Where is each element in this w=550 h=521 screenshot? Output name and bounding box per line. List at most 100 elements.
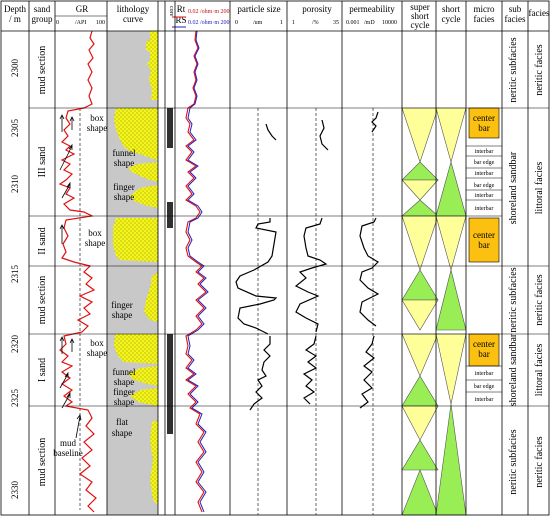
flat-shape-line1: flat	[116, 417, 128, 427]
gr-scale-max: 100	[96, 20, 105, 26]
center-bar-3-line2: bar	[478, 349, 490, 359]
micro-facies-boxes	[468, 107, 500, 367]
finger-shape-3-line1: finger	[113, 387, 135, 397]
short-cycle-header-1: short	[442, 4, 460, 14]
center-bar-1-line2: bar	[478, 123, 490, 133]
center-bar-3-line1: center	[473, 339, 495, 349]
super-tri-6	[401, 269, 439, 301]
perm-scale-unit: /mD	[364, 20, 375, 26]
micro-facies-header-2: facies	[474, 14, 495, 24]
arrow-up-2	[69, 116, 75, 130]
lithology-sand-iii-funnel	[128, 162, 158, 182]
sand-group-mud-1: mud section	[37, 46, 48, 95]
super-short-cycle-header-2: short	[411, 11, 429, 21]
shape-labels: box shape funnel shape finger shape box …	[53, 113, 136, 458]
facies-header: facies	[529, 8, 550, 18]
bar-edge-3: bar edge	[474, 384, 495, 390]
short-cycle-header-2: cycle	[442, 14, 461, 24]
perm-scale-max: 10000	[382, 20, 397, 26]
particle-size-curve	[235, 123, 278, 411]
center-bar-box-1	[468, 107, 500, 139]
sub-facies-header-2: facies	[505, 14, 526, 24]
sub-facies-header-1: sub	[509, 4, 522, 14]
header-scales: 0 /API 100 0.02 /ohm·m 200 0.02 /ohm·m 2…	[56, 9, 397, 26]
box-shape-1-line1: box	[90, 113, 104, 123]
lithology-sand-i-finger	[130, 388, 158, 406]
interbar-1: interbar	[475, 149, 494, 155]
lithology-sand-ii	[113, 218, 158, 262]
core-bar-1	[167, 108, 173, 148]
lithology-sand-iii	[114, 108, 158, 160]
arrow-up-3	[59, 224, 65, 244]
box-shape-2-line2: shape	[85, 238, 106, 248]
sub-facies-neritic-3: neritic subfacies	[508, 429, 519, 494]
bar-edge-2: bar edge	[474, 183, 495, 189]
sand-group-i: I sand	[37, 358, 48, 382]
rt-scale: 0.02 /ohm·m 200	[188, 9, 230, 15]
short-tri-4	[435, 269, 467, 331]
super-tri-10	[401, 405, 439, 441]
core-header: core	[168, 6, 174, 17]
interbar-4: interbar	[475, 206, 494, 212]
arrow-diag-1	[59, 143, 73, 171]
mud-baseline-line2: baseline	[53, 448, 83, 458]
micro-facies-labels: center bar interbar bar edge interbar ba…	[473, 113, 495, 403]
box-shape-1-line2: shape	[87, 123, 108, 133]
interbar-2: interbar	[475, 171, 494, 177]
facies-neritic-2: neritic facies	[534, 274, 545, 325]
facies-littoral-2: littoral facies	[534, 344, 545, 397]
facies-labels: neritic facies littoral facies neritic f…	[534, 44, 545, 487]
finger-shape-2-line1: finger	[111, 300, 133, 310]
center-bar-box-2	[468, 217, 500, 263]
gr-curve	[58, 30, 97, 513]
gr-scale-min: 0	[56, 20, 59, 26]
rs-scale: 0.02 /ohm·m 200	[188, 20, 230, 26]
center-bar-1-line1: center	[473, 113, 495, 123]
perm-scale-min: 0.001	[346, 20, 360, 26]
trend-arrows	[59, 114, 82, 439]
super-tri-5	[401, 215, 439, 271]
funnel-shape-1-line2: shape	[114, 158, 135, 168]
facies-littoral-1: littoral facies	[534, 162, 545, 215]
section-boundaries	[29, 107, 549, 407]
sand-group-ii: II sand	[37, 227, 48, 255]
depth-tick-2325: 2325	[10, 389, 20, 408]
box-shape-2-line1: box	[88, 228, 102, 238]
mud-baseline-line1: mud	[60, 438, 77, 448]
lithology-header-1: lithology	[117, 4, 150, 14]
sand-group-labels: mud section III sand II sand mud section…	[37, 46, 48, 487]
gr-scale-unit: /API	[75, 20, 86, 26]
sand-group-mud-3: mud section	[37, 438, 48, 487]
arrow-up-5	[69, 338, 75, 352]
porosity-curve	[294, 119, 329, 405]
super-tri-12	[401, 469, 439, 516]
finger-shape-3-line2: shape	[114, 397, 135, 407]
super-tri-2	[401, 161, 439, 181]
arrow-baseline	[75, 414, 82, 439]
facies-neritic-1: neritic facies	[534, 44, 545, 95]
funnel-shape-1-line1: funnel	[113, 148, 136, 158]
porosity-scale-max: 35	[333, 20, 339, 26]
sub-facies-shoreland-2: shoreland sandbar	[508, 333, 519, 406]
super-short-cycle-column	[401, 107, 439, 516]
sand-group-header-2: group	[32, 14, 53, 24]
rs-curve	[187, 30, 209, 513]
short-tri-5	[435, 333, 467, 405]
sub-facies-labels: neritic subfacies shoreland sandbar neri…	[508, 37, 519, 494]
rt-header: Rt	[177, 4, 186, 14]
super-tri-11	[401, 439, 439, 471]
super-short-cycle-header-3: cycle	[411, 20, 430, 30]
rs-header: RS	[175, 15, 186, 25]
rt-curve	[185, 30, 207, 513]
interbar-6: interbar	[475, 397, 494, 403]
flat-shape-line2: shape	[112, 428, 133, 438]
arrow-diag-3	[59, 371, 69, 389]
lithology-sand-mid-finger	[144, 272, 158, 322]
sub-facies-neritic-2: neritic subfacies	[508, 267, 519, 332]
core-bar-2	[167, 202, 173, 228]
lithology-sand-i	[114, 334, 158, 364]
header-row: Depth / m sand group GR lithology curve …	[4, 2, 550, 30]
permeability-header: permeability	[349, 4, 395, 14]
core-column	[167, 108, 173, 434]
